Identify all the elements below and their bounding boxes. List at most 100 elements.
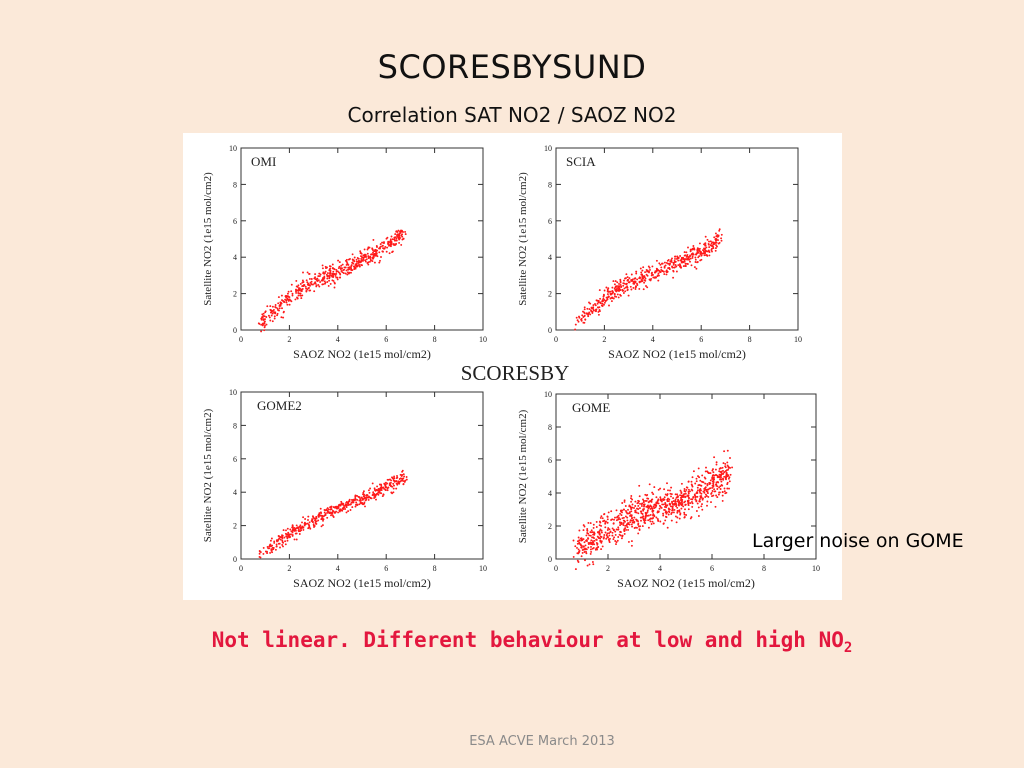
data-point	[299, 524, 302, 527]
data-point	[676, 516, 679, 519]
data-point	[331, 273, 334, 276]
data-point	[701, 503, 703, 506]
data-point	[721, 484, 724, 487]
data-point	[336, 505, 338, 508]
data-point	[351, 501, 354, 504]
data-point	[299, 282, 302, 285]
data-point	[379, 488, 382, 491]
data-point	[405, 476, 408, 478]
data-point	[689, 254, 692, 257]
scatter-figure-svg: SCORESBY 0 2 4 6 8 10 0 2 4 6 8 10 SAOZ NO2 (1e15 mo…	[202, 144, 820, 590]
data-point	[262, 552, 265, 555]
data-point	[696, 250, 699, 253]
data-point	[344, 272, 347, 275]
data-point	[703, 254, 706, 257]
data-point	[612, 297, 615, 300]
data-point	[692, 470, 695, 473]
data-point	[367, 261, 370, 264]
data-point	[358, 499, 361, 502]
data-point	[713, 236, 716, 239]
data-point	[703, 247, 705, 250]
data-point	[719, 478, 722, 481]
data-point	[675, 270, 678, 273]
data-point	[715, 241, 718, 244]
data-point	[711, 486, 714, 489]
data-point	[316, 277, 319, 280]
data-point	[603, 301, 606, 304]
data-point	[697, 506, 700, 509]
data-point	[394, 236, 397, 239]
data-point	[376, 249, 379, 252]
data-point	[710, 492, 713, 495]
data-point	[689, 250, 692, 253]
data-point	[726, 461, 729, 464]
data-point	[602, 520, 605, 523]
data-point	[631, 525, 634, 528]
data-point	[619, 293, 622, 296]
data-point	[711, 469, 714, 472]
data-point	[720, 237, 723, 240]
data-point	[587, 532, 590, 535]
data-point	[633, 281, 636, 284]
data-point	[336, 276, 339, 279]
data-point	[724, 492, 727, 495]
data-point	[264, 311, 267, 314]
data-point	[676, 495, 679, 498]
data-point	[285, 301, 288, 304]
data-point	[299, 526, 302, 529]
data-point	[695, 477, 698, 480]
data-point	[590, 543, 593, 546]
data-point	[643, 505, 645, 508]
data-point	[689, 248, 692, 251]
data-point	[679, 512, 682, 515]
data-point	[260, 317, 263, 320]
data-point	[671, 257, 673, 260]
data-point	[339, 273, 342, 276]
data-point	[644, 271, 647, 274]
data-point	[291, 531, 294, 534]
data-point	[598, 537, 601, 539]
data-point	[695, 253, 698, 256]
data-point	[647, 501, 650, 504]
data-point	[687, 500, 690, 503]
data-point	[701, 474, 704, 477]
data-point	[696, 248, 699, 251]
data-point	[602, 297, 605, 300]
data-point	[709, 244, 712, 247]
data-point	[595, 310, 597, 312]
data-point	[314, 522, 317, 525]
data-point	[652, 493, 655, 496]
data-point	[282, 529, 285, 532]
data-point	[402, 473, 405, 476]
data-point	[617, 518, 620, 521]
data-point	[658, 270, 661, 272]
data-point	[357, 262, 359, 265]
data-point	[590, 550, 593, 553]
data-point	[705, 466, 707, 469]
data-point	[641, 525, 644, 528]
data-point	[657, 511, 660, 514]
data-point	[694, 256, 697, 259]
scatter-points	[572, 449, 734, 571]
data-point	[602, 295, 605, 298]
data-point	[628, 277, 631, 280]
data-point	[635, 272, 638, 275]
data-point	[386, 482, 389, 485]
data-point	[692, 495, 695, 498]
data-point	[264, 324, 266, 327]
data-point	[613, 287, 616, 290]
data-point	[626, 519, 629, 522]
data-point	[265, 323, 268, 326]
data-point	[588, 301, 590, 304]
data-point	[291, 294, 294, 297]
data-point	[728, 476, 731, 479]
data-point	[600, 536, 603, 538]
data-point	[395, 482, 398, 485]
data-point	[654, 503, 657, 506]
data-point	[662, 514, 665, 517]
data-point	[702, 497, 704, 500]
data-point	[337, 271, 340, 274]
data-point	[713, 456, 716, 459]
data-point	[347, 504, 350, 506]
data-point	[351, 261, 354, 264]
